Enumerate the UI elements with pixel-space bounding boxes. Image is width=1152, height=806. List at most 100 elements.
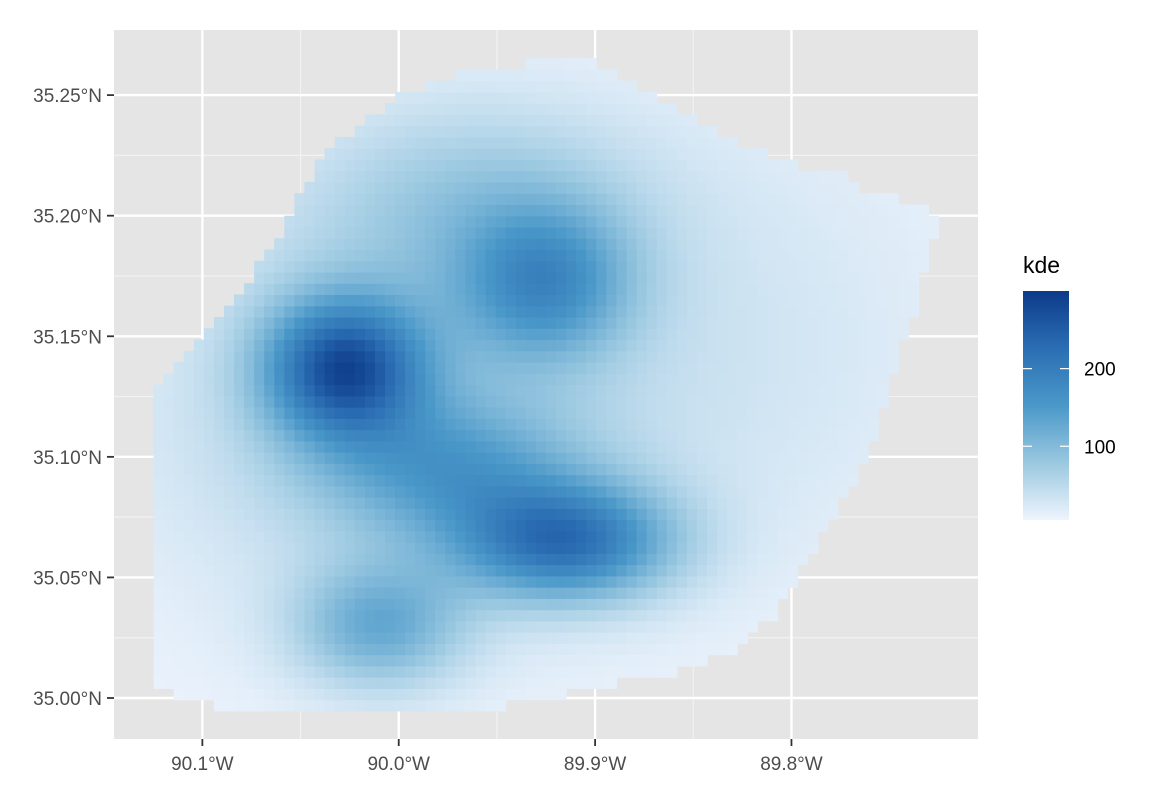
kde-tile — [546, 598, 557, 611]
kde-tile — [535, 170, 547, 183]
kde-tile — [505, 305, 517, 318]
kde-tile — [334, 699, 346, 712]
kde-tile — [646, 609, 658, 622]
kde-tile — [777, 575, 789, 588]
kde-tile — [213, 452, 225, 464]
kde-tile — [173, 395, 185, 408]
kde-tile — [455, 643, 467, 656]
kde-tile — [314, 429, 326, 442]
kde-tile — [737, 598, 748, 611]
kde-tile — [193, 665, 205, 678]
kde-tile — [213, 620, 225, 633]
kde-tile — [203, 395, 215, 408]
kde-tile — [837, 452, 849, 464]
kde-tile — [223, 384, 235, 397]
kde-tile — [556, 260, 567, 273]
kde-tile — [757, 305, 768, 318]
kde-tile — [707, 373, 718, 386]
kde-tile — [435, 609, 446, 622]
kde-tile — [445, 598, 457, 611]
kde-tile — [435, 407, 446, 419]
kde-tile — [485, 226, 497, 239]
kde-tile — [435, 440, 446, 453]
kde-tile — [173, 373, 185, 386]
kde-tile — [374, 587, 386, 599]
kde-tile — [495, 204, 507, 217]
kde-tile — [576, 474, 587, 487]
kde-tile — [807, 485, 819, 498]
kde-tile — [374, 564, 386, 577]
kde-tile — [546, 665, 557, 678]
kde-tile — [686, 204, 698, 217]
kde-tile — [515, 339, 527, 352]
kde-tile — [244, 609, 255, 622]
kde-tile — [254, 418, 265, 431]
kde-tile — [234, 519, 245, 532]
kde-tile — [213, 339, 225, 352]
kde-tile — [707, 361, 718, 374]
kde-tile — [707, 598, 718, 611]
kde-tile — [626, 204, 638, 217]
kde-tile — [435, 654, 446, 667]
kde-tile — [757, 271, 768, 284]
kde-tile — [616, 181, 628, 194]
kde-tile — [646, 249, 658, 262]
kde-tile — [767, 249, 779, 262]
kde-tile — [153, 497, 165, 509]
kde-tile — [294, 407, 306, 419]
kde-tile — [384, 598, 396, 611]
kde-tile — [707, 497, 718, 509]
kde-tile — [284, 497, 296, 509]
kde-tile — [606, 305, 618, 318]
kde-tile — [596, 384, 607, 397]
kde-tile — [324, 519, 336, 532]
kde-tile — [334, 530, 346, 543]
kde-tile — [535, 553, 547, 566]
kde-tile — [465, 429, 477, 442]
kde-tile — [777, 373, 789, 386]
kde-tile — [596, 204, 607, 217]
kde-tile — [505, 620, 517, 633]
kde-tile — [636, 575, 648, 588]
kde-tile — [737, 530, 748, 543]
kde-tile — [596, 654, 607, 667]
kde-tile — [576, 654, 587, 667]
kde-tile — [415, 485, 426, 498]
kde-tile — [344, 654, 356, 667]
kde-tile — [415, 91, 426, 104]
kde-tile — [857, 294, 869, 307]
kde-tile — [294, 249, 306, 262]
kde-tile — [324, 249, 336, 262]
kde-tile — [616, 373, 628, 386]
kde-tile — [384, 677, 396, 689]
kde-tile — [294, 395, 306, 408]
kde-tile — [586, 452, 597, 464]
kde-tile — [445, 373, 457, 386]
kde-tile — [314, 677, 326, 689]
kde-tile — [223, 418, 235, 431]
kde-tile — [535, 542, 547, 554]
kde-tile — [767, 530, 779, 543]
kde-tile — [475, 384, 487, 397]
kde-tile — [787, 271, 799, 284]
kde-tile — [686, 350, 698, 363]
kde-tile — [294, 271, 306, 284]
kde-tile — [837, 418, 849, 431]
kde-tile — [747, 395, 758, 408]
kde-tile — [153, 609, 165, 622]
kde-tile — [646, 271, 658, 284]
kde-tile — [696, 632, 708, 644]
kde-tile — [767, 609, 779, 622]
y-tick-label: 35.25°N — [33, 86, 102, 107]
kde-tile — [344, 609, 356, 622]
kde-tile — [767, 384, 779, 397]
kde-tile — [626, 361, 638, 374]
kde-tile — [374, 305, 386, 318]
kde-tile — [213, 677, 225, 689]
kde-tile — [777, 350, 789, 363]
kde-tile — [727, 508, 738, 521]
kde-tile — [918, 204, 930, 217]
kde-tile — [374, 238, 386, 251]
kde-tile — [515, 485, 527, 498]
